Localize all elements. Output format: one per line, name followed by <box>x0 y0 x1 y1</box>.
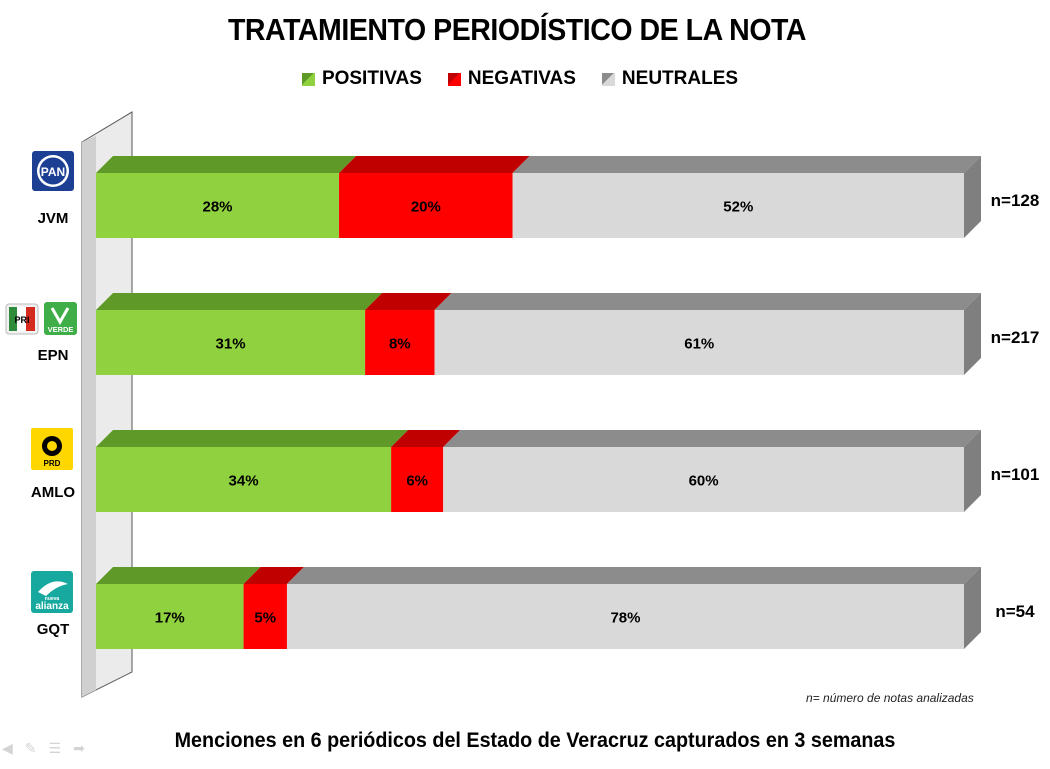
bar-top-face <box>391 430 461 447</box>
sample-size-label-jvm: n=128 <box>991 191 1040 210</box>
bar-value-label: 31% <box>216 336 246 353</box>
bar-value-label: 6% <box>406 473 428 490</box>
bar-value-label: 61% <box>684 336 714 353</box>
sample-size-label-amlo: n=101 <box>991 465 1040 484</box>
chart-title: TRATAMIENTO PERIODÍSTICO DE LA NOTA <box>227 12 807 47</box>
bar-front-face <box>96 584 244 649</box>
bar-jvm-neutrales: 52% <box>512 156 981 238</box>
bar-epn-negativas: 8% <box>365 293 452 375</box>
pri-logo-white <box>17 307 26 331</box>
bar-top-face <box>286 567 982 584</box>
legend-item-neutrales: NEUTRALES <box>601 68 739 90</box>
bar-front-face <box>96 447 392 512</box>
alianza-logo-text: alianza <box>35 601 69 612</box>
prd-logo-sun-inner <box>47 441 57 451</box>
bar-top-face <box>339 156 530 173</box>
bar-top-face <box>243 567 304 584</box>
bar-epn-neutrales: 61% <box>434 293 981 375</box>
slide-toolbar: ◀ ✎ ☰ ➡ <box>2 740 85 757</box>
bar-epn-positivas: 31% <box>96 293 383 375</box>
legend-label-neutrales: NEUTRALES <box>621 68 739 89</box>
category-label-amlo: AMLO <box>31 484 75 501</box>
bar-value-label: 60% <box>689 473 719 490</box>
bar-side-face-gqt <box>964 567 981 649</box>
alianza-logo-bg <box>31 571 73 613</box>
legend-swatch-negativas <box>447 72 461 86</box>
chart-subtitle: Menciones en 6 periódicos del Estado de … <box>174 729 896 752</box>
bar-front-face <box>434 310 964 375</box>
bar-gqt-negativas: 5% <box>243 567 304 649</box>
pri-verde-logo-icon: PRI VERDE <box>5 302 77 335</box>
bar-jvm-positivas: 28% <box>96 156 357 238</box>
bar-top-face <box>512 156 981 173</box>
chart-legend: POSITIVAS NEGATIVAS NEUTRALES <box>0 68 1040 90</box>
verde-logo-mark <box>50 307 70 326</box>
slide-next-icon[interactable]: ➡ <box>73 740 85 756</box>
category-label-gqt: GQT <box>37 621 70 638</box>
pan-logo-inner <box>39 157 67 185</box>
slide-prev-icon[interactable]: ◀ <box>2 740 13 756</box>
verde-logo-text: VERDE <box>48 325 74 334</box>
legend-label-negativas: NEGATIVAS <box>467 68 576 89</box>
alianza-logo-mark <box>38 581 68 596</box>
prd-logo-text: PRD <box>44 459 61 468</box>
bar-front-face <box>96 173 340 238</box>
bar-value-label: 28% <box>203 199 233 216</box>
bar-front-face <box>286 584 965 649</box>
bar-side-face-jvm <box>964 156 981 238</box>
pen-icon[interactable]: ✎ <box>24 740 37 756</box>
bar-jvm-negativas: 20% <box>339 156 530 238</box>
bar-top-face <box>96 293 383 310</box>
footnote: n= número de notas analizadas <box>806 691 974 705</box>
bar-value-label: 5% <box>254 610 276 627</box>
bar-front-face <box>512 173 964 238</box>
bar-value-label: 34% <box>229 473 259 490</box>
bar-front-face <box>96 310 366 375</box>
bar-amlo-positivas: 34% <box>96 430 409 512</box>
pan-logo-text: PAN <box>41 165 65 179</box>
alianza-logo-small: nueva <box>45 596 60 602</box>
bar-front-face <box>339 173 513 238</box>
bar-value-label: 20% <box>411 199 441 216</box>
menu-icon[interactable]: ☰ <box>48 740 62 756</box>
bar-value-label: 8% <box>389 336 411 353</box>
bar-amlo-neutrales: 60% <box>443 430 981 512</box>
bar-value-label: 78% <box>610 610 640 627</box>
bar-front-face <box>365 310 435 375</box>
legend-label-positivas: POSITIVAS <box>321 68 422 89</box>
bar-gqt-neutrales: 78% <box>286 567 982 649</box>
bar-value-label: 17% <box>155 610 185 627</box>
bar-front-face <box>243 584 287 649</box>
bar-side-face-amlo <box>964 430 981 512</box>
pri-logo-text: PRI <box>14 315 29 325</box>
chart-back-wall-edge <box>82 136 96 697</box>
category-label-epn: EPN <box>38 347 69 364</box>
bar-top-face <box>434 293 981 310</box>
bar-top-face <box>96 567 261 584</box>
legend-swatch-neutrales <box>601 72 615 86</box>
prd-logo-icon: PRD <box>31 428 73 470</box>
bar-value-label: 52% <box>723 199 753 216</box>
legend-item-positivas: POSITIVAS <box>301 68 422 90</box>
bar-gqt-positivas: 17% <box>96 567 261 649</box>
sample-size-label-epn: n=217 <box>991 328 1040 347</box>
legend-item-negativas: NEGATIVAS <box>447 68 576 90</box>
pri-logo-green <box>9 307 17 331</box>
category-label-jvm: JVM <box>38 210 69 227</box>
bar-top-face <box>96 156 357 173</box>
pan-logo-icon: PAN <box>32 151 74 191</box>
bar-amlo-negativas: 6% <box>391 430 461 512</box>
bar-front-face <box>443 447 964 512</box>
bar-top-face <box>365 293 452 310</box>
bar-front-face <box>391 447 444 512</box>
legend-swatch-positivas <box>301 72 315 86</box>
sample-size-label-gqt: n=54 <box>995 602 1035 621</box>
bar-side-face-epn <box>964 293 981 375</box>
pri-logo-red <box>26 307 35 331</box>
bar-top-face <box>96 430 409 447</box>
bar-top-face <box>443 430 981 447</box>
